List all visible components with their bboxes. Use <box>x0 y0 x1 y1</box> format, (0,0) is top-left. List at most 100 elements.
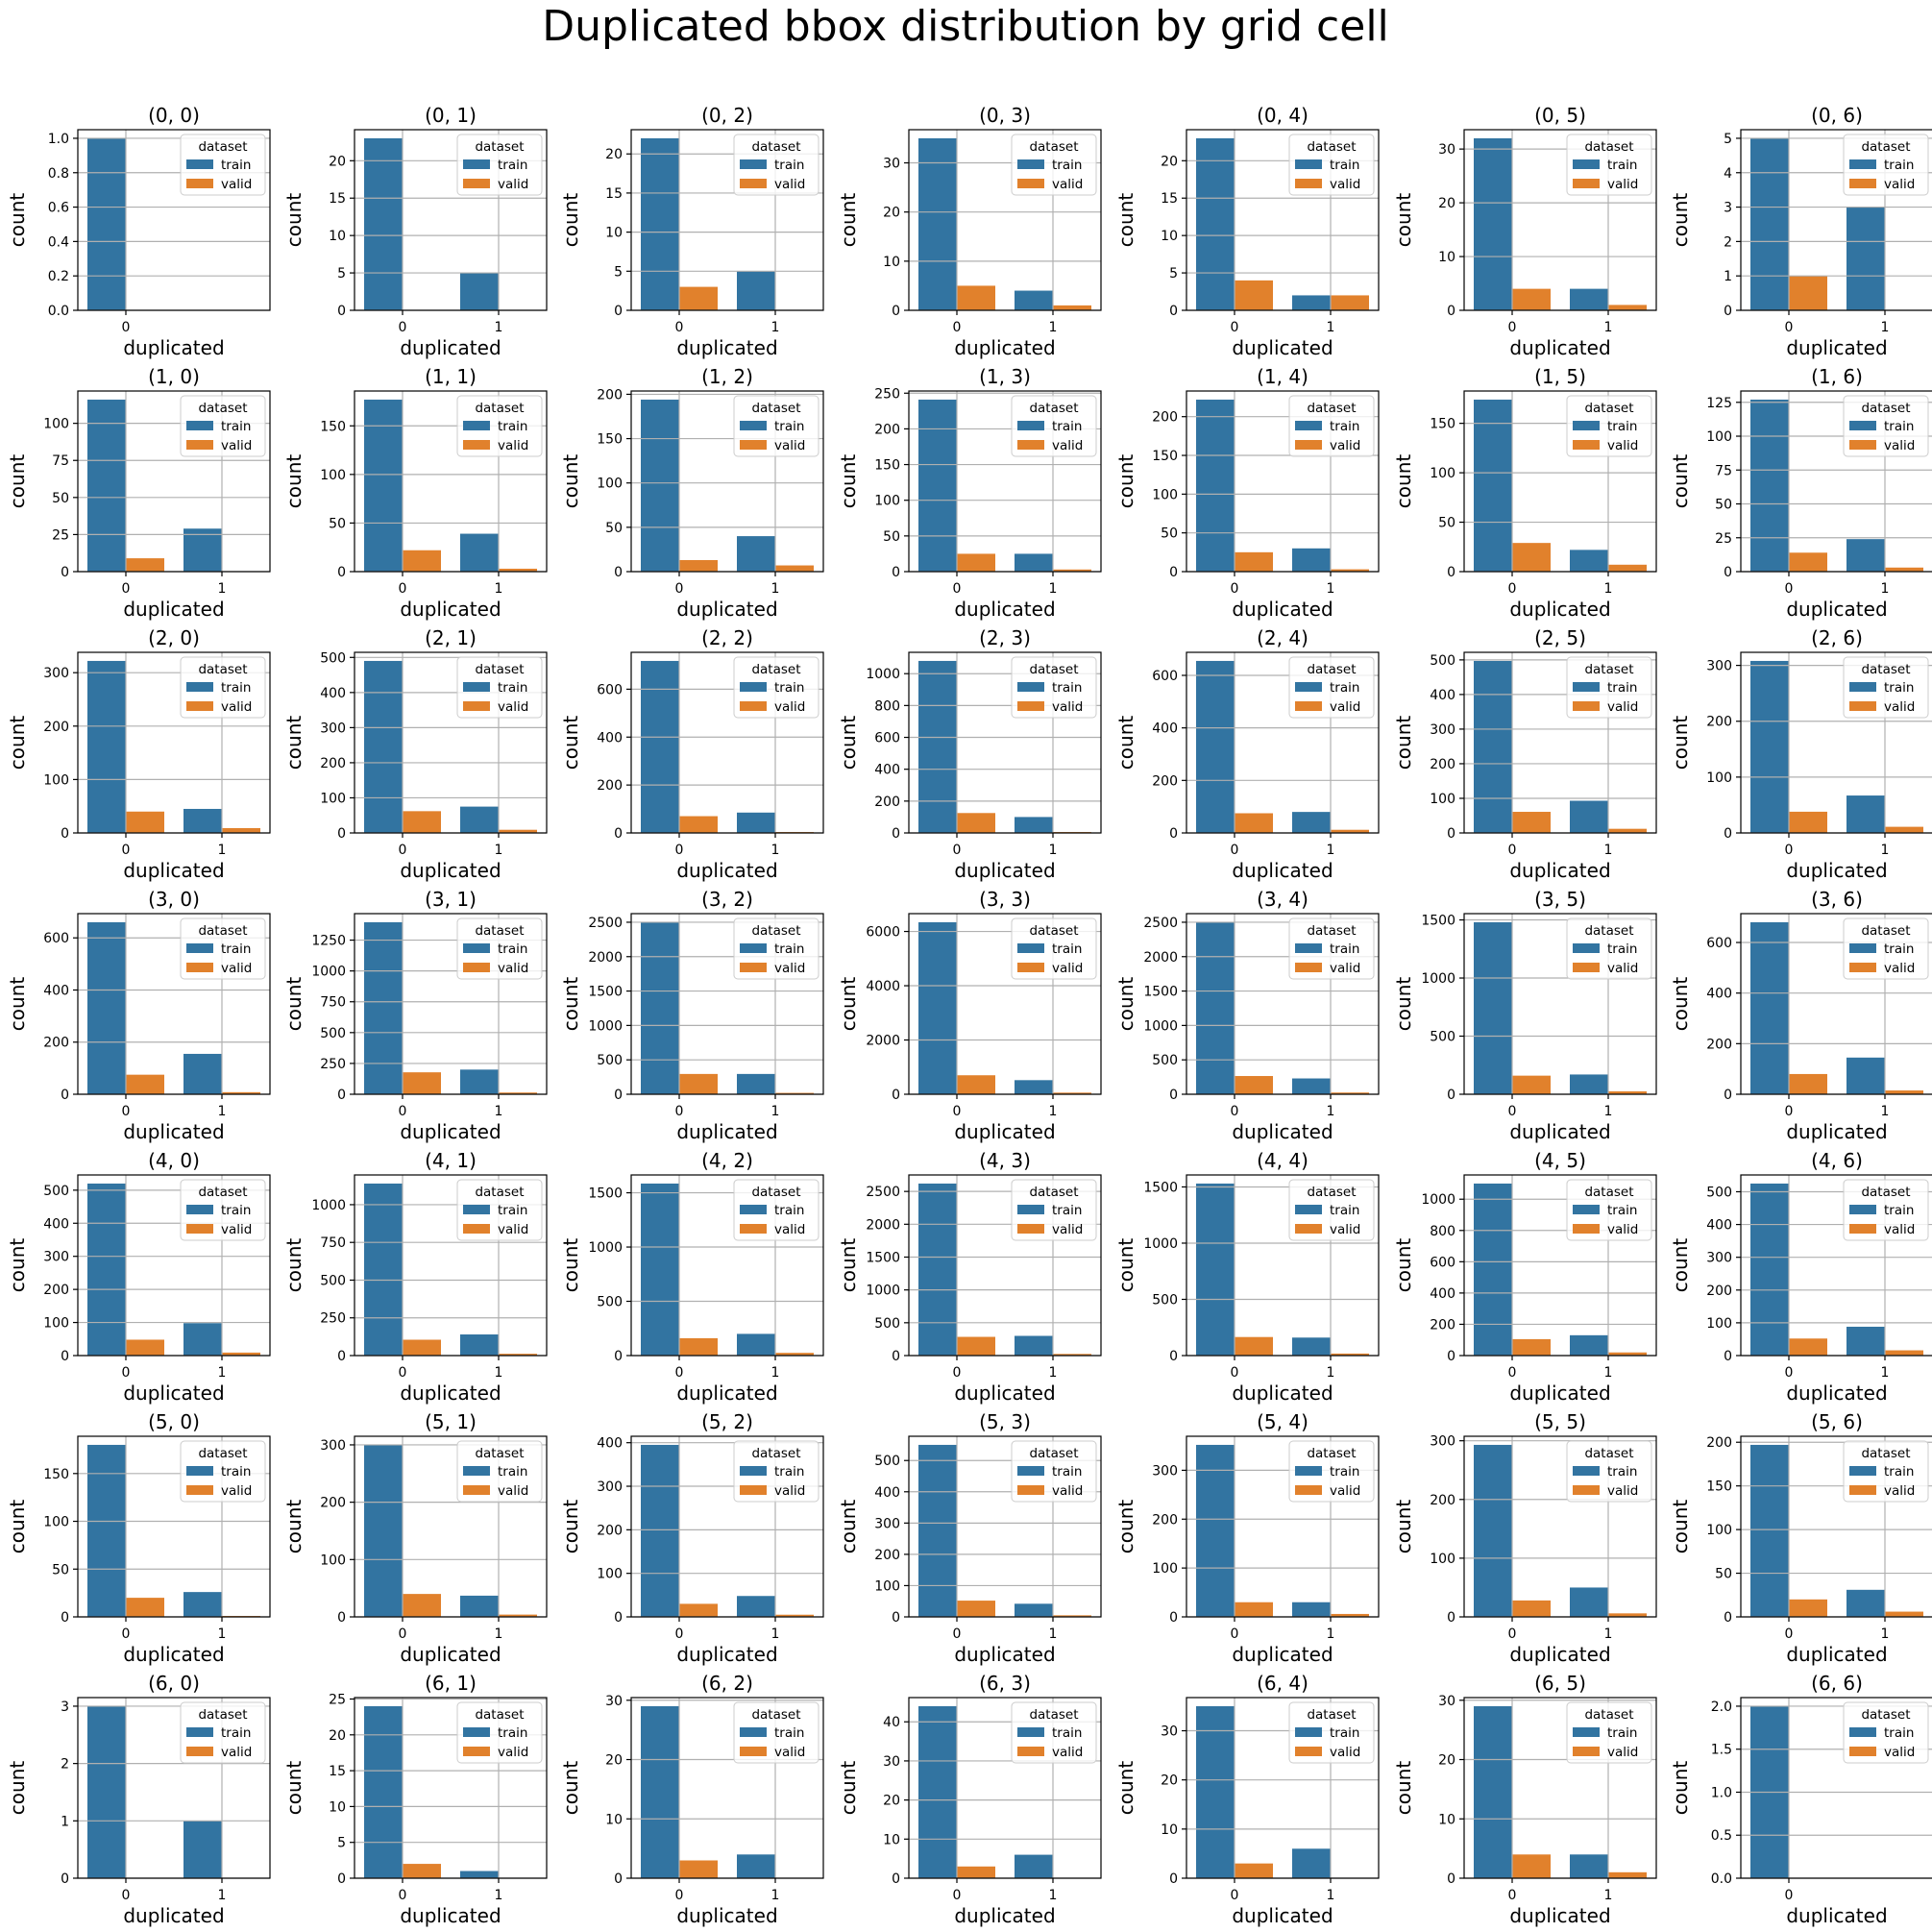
legend-swatch-train <box>463 1205 490 1214</box>
legend-swatch-valid <box>740 179 767 188</box>
bar-train-1 <box>460 806 499 833</box>
ytick-label: 0 <box>61 1871 69 1887</box>
y-axis-label: count <box>6 1761 29 1816</box>
ytick-label: 15 <box>329 1764 346 1779</box>
legend: dataset train valid <box>180 395 266 457</box>
ytick-label: 300 <box>1706 659 1732 674</box>
bar-valid-1 <box>1053 569 1091 572</box>
ytick-label: 2 <box>1724 234 1732 250</box>
legend-title: dataset <box>1861 1185 1910 1200</box>
ytick-label: 300 <box>597 1480 623 1495</box>
bar-valid-0 <box>1235 280 1273 310</box>
legend-title: dataset <box>198 923 247 939</box>
bar-valid-0 <box>1789 552 1827 572</box>
subplot-title: (6, 5) <box>1534 1672 1586 1695</box>
legend-label-valid: valid <box>498 1745 528 1760</box>
ytick-label: 200 <box>874 1548 900 1563</box>
y-axis-label: count <box>1669 716 1692 770</box>
x-axis-label: duplicated <box>954 1904 1055 1927</box>
xtick-label: 0 <box>675 581 684 597</box>
xtick-label: 0 <box>1785 1104 1794 1119</box>
xtick-label: 0 <box>399 320 407 335</box>
legend: dataset train valid <box>1843 917 1929 980</box>
legend: dataset train valid <box>1288 1179 1375 1241</box>
ytick-label: 150 <box>1706 1480 1732 1495</box>
ytick-label: 100 <box>43 1316 69 1332</box>
ytick-label: 0 <box>892 565 900 580</box>
legend-label-valid: valid <box>1330 1745 1360 1760</box>
subplot-2-0: 0 100 200 300 0 1 (2, 0) duplicated count dataset… <box>6 626 271 882</box>
legend-swatch-train <box>740 1727 767 1737</box>
legend: dataset train valid <box>1843 1701 1929 1764</box>
legend: dataset train valid <box>1288 134 1375 196</box>
ytick-label: 200 <box>1152 410 1178 426</box>
ytick-label: 30 <box>883 157 900 172</box>
ytick-label: 10 <box>605 226 623 241</box>
ytick-label: 0 <box>61 1349 69 1364</box>
bar-valid-0 <box>1512 812 1551 833</box>
legend: dataset train valid <box>733 1440 819 1503</box>
ytick-label: 600 <box>43 931 69 946</box>
y-axis-label: count <box>1669 977 1692 1032</box>
legend-title: dataset <box>475 1446 524 1461</box>
ytick-label: 100 <box>874 494 900 509</box>
xtick-label: 1 <box>1327 1888 1335 1903</box>
legend-label-valid: valid <box>221 961 252 976</box>
subplot-6-3: 0 10 20 30 40 0 1 (6, 3) duplicated count dataset t… <box>837 1672 1102 1927</box>
ytick-label: 300 <box>43 1250 69 1265</box>
legend-label-valid: valid <box>1884 961 1915 976</box>
bar-valid-1 <box>1608 1352 1647 1356</box>
axes-frame <box>1463 129 1657 311</box>
legend-swatch-train <box>1017 682 1044 692</box>
axes-frame <box>1463 651 1657 834</box>
legend-label-train: train <box>1607 158 1637 173</box>
bar-train-0 <box>87 1183 126 1356</box>
legend-title: dataset <box>1584 139 1633 155</box>
ytick-label: 0 <box>1447 1871 1455 1887</box>
x-axis-label: duplicated <box>676 1120 777 1143</box>
legend-swatch-valid <box>1849 1747 1876 1756</box>
ytick-label: 20 <box>1438 196 1455 211</box>
subplot-title: (5, 2) <box>701 1410 753 1433</box>
subplot-5-3: 0 100 200 300 400 500 0 1 (5, 3) duplicated count d… <box>837 1410 1102 1666</box>
ytick-label: 1500 <box>588 985 623 1000</box>
ytick-label: 500 <box>597 1053 623 1068</box>
legend-label-train: train <box>774 1725 804 1741</box>
ytick-label: 0 <box>61 565 69 580</box>
legend-label-valid: valid <box>221 699 252 715</box>
legend: dataset train valid <box>1843 134 1929 196</box>
legend-swatch-valid <box>1017 1747 1044 1756</box>
bar-train-1 <box>183 1053 222 1094</box>
xtick-label: 1 <box>495 843 503 858</box>
xtick-label: 1 <box>1881 843 1890 858</box>
legend-swatch-valid <box>1573 1747 1600 1756</box>
legend-label-train: train <box>1052 158 1082 173</box>
axes-frame <box>1740 1174 1932 1357</box>
ytick-label: 500 <box>597 1295 623 1310</box>
legend-title: dataset <box>1861 401 1910 416</box>
legend-label-train: train <box>1607 680 1637 696</box>
bar-train-1 <box>737 1854 775 1878</box>
ytick-label: 500 <box>320 650 346 666</box>
bar-valid-0 <box>1512 1854 1551 1878</box>
xtick-label: 1 <box>1881 1365 1890 1381</box>
ytick-label: 300 <box>1430 722 1455 738</box>
bar-train-0 <box>1474 660 1512 833</box>
axes-frame <box>908 129 1102 311</box>
ytick-label: 1000 <box>1143 1018 1178 1034</box>
ytick-label: 2500 <box>1143 916 1178 931</box>
legend-label-valid: valid <box>221 1745 252 1760</box>
y-axis-label: count <box>1392 716 1415 770</box>
bar-train-0 <box>1750 1183 1789 1356</box>
bar-valid-0 <box>1512 543 1551 572</box>
legend-swatch-valid <box>1573 440 1600 450</box>
legend-swatch-train <box>186 943 213 953</box>
ytick-label: 100 <box>43 1515 69 1530</box>
ytick-label: 50 <box>883 529 900 545</box>
ytick-label: 250 <box>874 386 900 402</box>
legend-swatch-train <box>1017 1727 1044 1737</box>
bar-train-1 <box>737 1333 775 1356</box>
legend-label-valid: valid <box>1607 1222 1638 1237</box>
legend-label-valid: valid <box>1330 177 1360 192</box>
subplot-title: (0, 1) <box>425 104 477 127</box>
